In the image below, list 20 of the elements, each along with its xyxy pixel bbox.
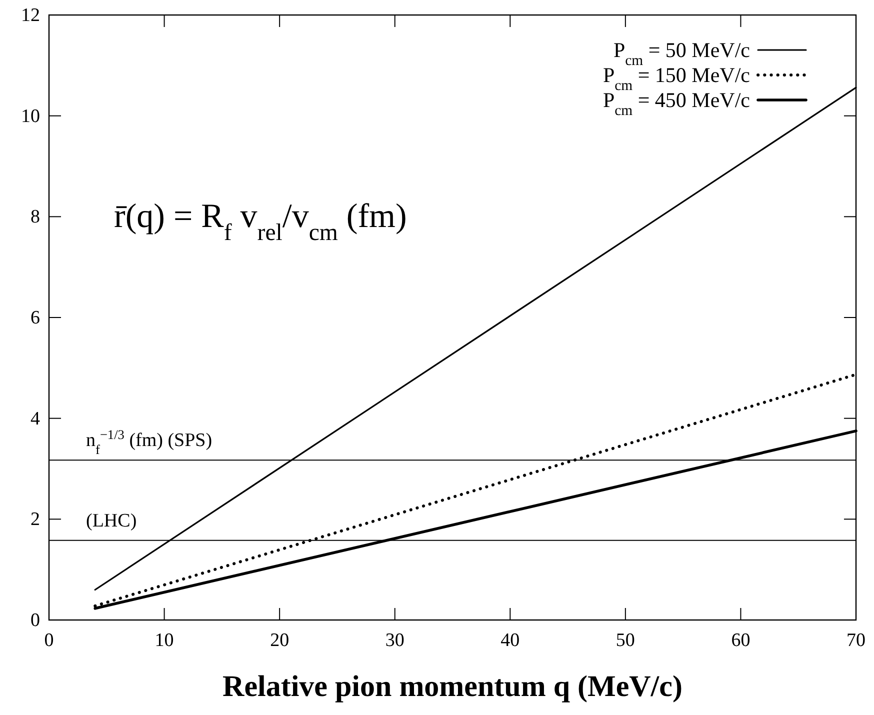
y-tick-label: 2 [30, 509, 40, 530]
x-tick-label: 0 [44, 630, 54, 651]
y-tick-label: 8 [30, 206, 40, 228]
y-tick-label: 12 [21, 5, 40, 26]
x-tick-label: 50 [616, 630, 635, 651]
x-tick-label: 20 [270, 630, 290, 651]
y-tick-label: 10 [21, 106, 40, 127]
ref-line-label: n$_{f}$$^{−1/3}$ (fm) (SPS) [86, 426, 212, 457]
x-axis-title: Relative pion momentum q (MeV/c) [222, 670, 682, 703]
y-tick-label: 4 [30, 408, 40, 430]
x-tick-label: 40 [500, 630, 520, 651]
x-tick-label: 30 [385, 630, 404, 651]
y-tick-label: 0 [30, 610, 40, 631]
y-tick-label: 6 [30, 308, 40, 328]
legend-label: P$_{cm}$ = 50 MeV/c [613, 38, 750, 69]
ref-line-label: (LHC) [86, 510, 137, 532]
x-tick-label: 70 [846, 630, 866, 651]
x-tick-label: 10 [154, 630, 174, 651]
annotation: r̄(q) = R$_{f}$ v$_{rel}$/v$_{cm}$ (fm) [114, 198, 407, 246]
x-tick-label: 60 [731, 630, 750, 651]
